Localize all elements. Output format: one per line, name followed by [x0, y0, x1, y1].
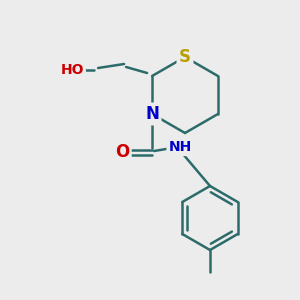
Text: N: N — [145, 105, 159, 123]
Text: NH: NH — [169, 140, 192, 154]
Text: O: O — [115, 143, 129, 161]
Text: HO: HO — [60, 63, 84, 77]
Text: S: S — [179, 48, 191, 66]
